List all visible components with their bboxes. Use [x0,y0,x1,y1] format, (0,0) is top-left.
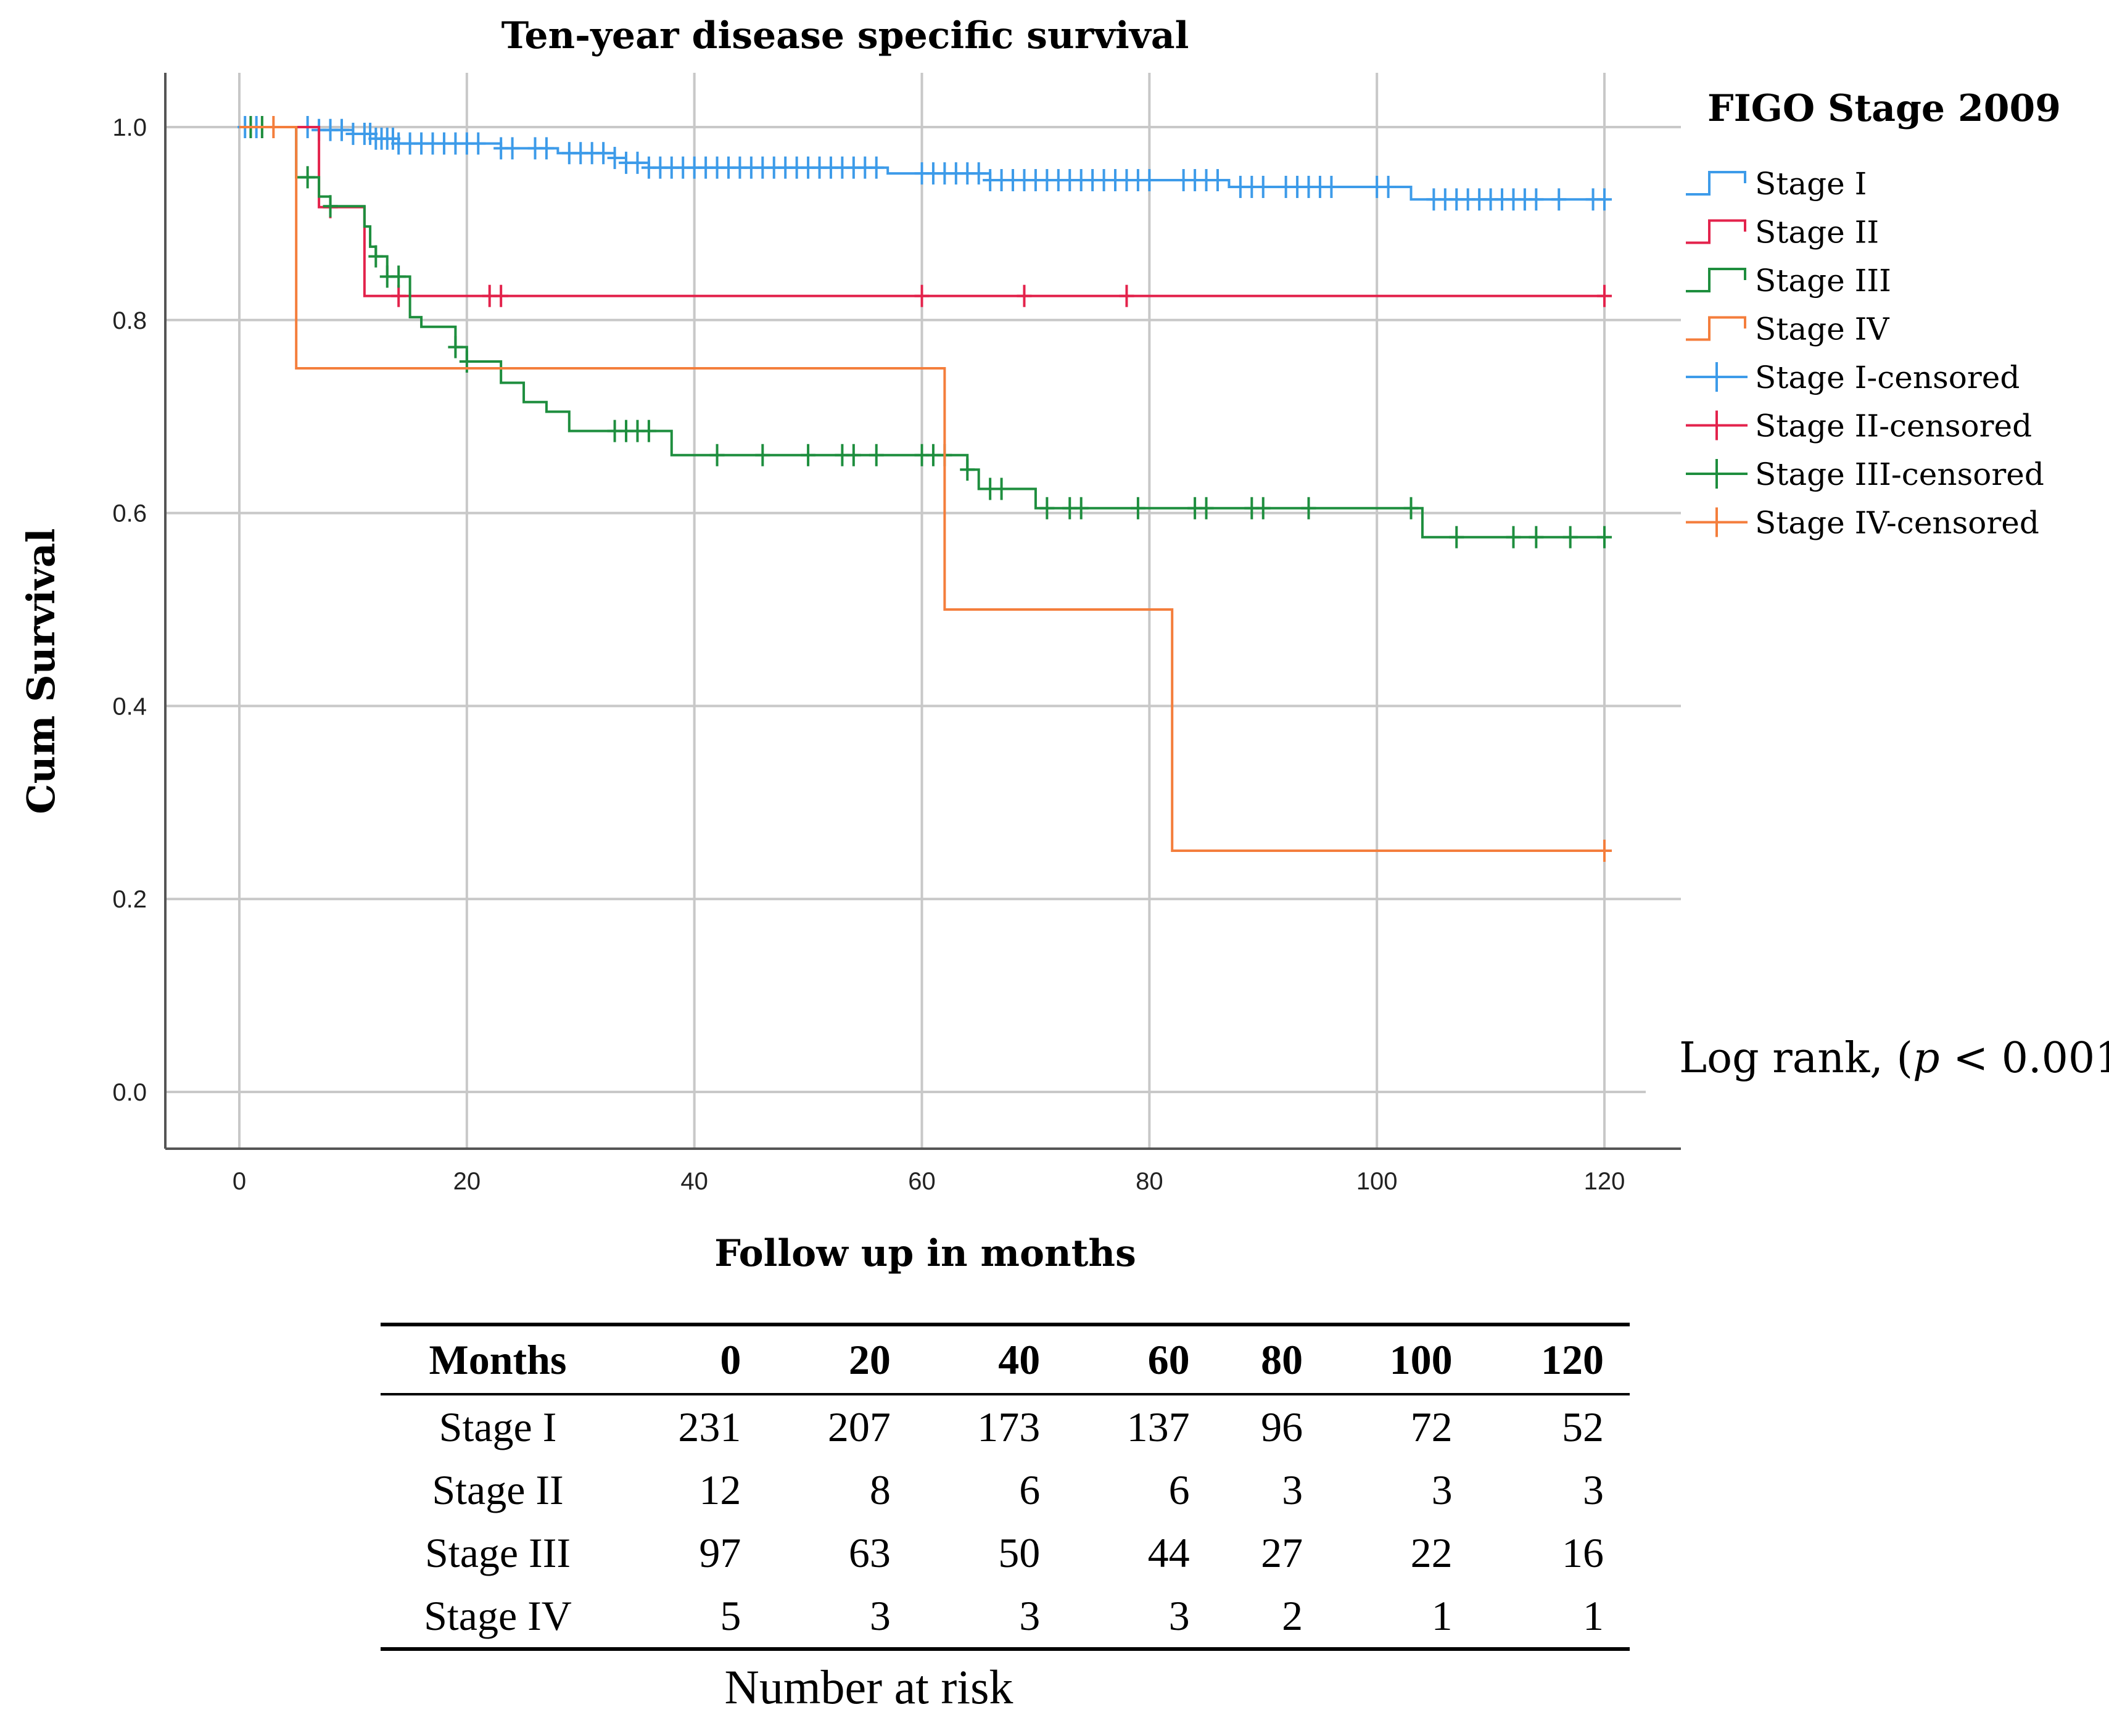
table-cell: 3 [1583,1466,1604,1513]
risk-table-container: Months 0 20 40 60 80 100 120 Stage I 231… [381,1323,1630,1651]
legend-item-label: Stage I-censored [1755,360,2020,395]
table-row: Stage I 231 207 173 137 96 72 52 [381,1394,1630,1458]
table-cell: 12 [699,1466,741,1513]
risk-table: Months 0 20 40 60 80 100 120 Stage I 231… [381,1323,1630,1651]
legend-swatch [1686,171,1746,196]
legend-item-label: Stage IV-censored [1755,505,2039,541]
table-cell: 63 [848,1529,891,1576]
table-row: Stage III 97 63 50 44 27 22 16 [381,1521,1630,1584]
table-cell: 231 [678,1403,741,1450]
ticks-layer: 0 20 40 60 80 100 120 0.0 0.2 0.4 0.6 0.8 1.0 [112,114,1625,1195]
legend-item-label: Stage IV [1755,312,1889,347]
x-tick-label: 20 [453,1168,481,1195]
table-cell: 16 [1562,1529,1604,1576]
table-cell: 3 [1431,1466,1453,1513]
y-tick-label: 0.2 [112,886,147,913]
y-tick-label: 1.0 [112,114,147,141]
log-rank-annotation: Log rank, (p < 0.001) [1679,1034,2109,1083]
legend-item-label: Stage III-censored [1755,457,2044,492]
series-line [239,126,1604,852]
table-cell: Stage I [439,1403,557,1450]
table-cell: 3 [1019,1592,1041,1639]
x-tick-label: 80 [1136,1168,1163,1195]
table-cell: 97 [699,1529,741,1576]
table-cell: 22 [1410,1529,1453,1576]
x-tick-label: 100 [1356,1168,1398,1195]
legend-item-label: Stage I [1755,166,1867,202]
y-axis-label: Cum Survival [19,528,64,814]
table-cell: 6 [1019,1466,1041,1513]
table-cell: Stage IV [424,1592,572,1639]
table-cell: 27 [1261,1529,1303,1576]
risk-table-header-cell: 100 [1389,1336,1453,1383]
table-cell: 72 [1410,1403,1453,1450]
legend: Stage I Stage II Stage III Stage IV Stage I-… [1686,166,2044,541]
chart-title: Ten-year disease specific survival [501,14,1189,57]
table-cell: 1 [1583,1592,1604,1639]
table-cell: 3 [869,1592,891,1639]
table-cell: 137 [1126,1403,1190,1450]
y-tick-label: 0.0 [112,1079,147,1106]
grid-layer [165,73,1681,1149]
table-cell: 2 [1282,1592,1303,1639]
y-tick-label: 0.6 [112,500,147,527]
risk-table-header-cell: 80 [1261,1336,1303,1383]
table-cell: 1 [1431,1592,1453,1639]
table-cell: Stage II [432,1466,564,1513]
x-tick-label: 40 [680,1168,708,1195]
risk-table-header-cell: 60 [1147,1336,1190,1383]
risk-table-header-cell: 20 [848,1336,891,1383]
axes-layer [164,73,1681,1150]
x-tick-label: 120 [1584,1168,1625,1195]
x-tick-label: 0 [233,1168,246,1195]
legend-item-label: Stage II-censored [1755,408,2032,444]
table-cell: 52 [1562,1403,1604,1450]
series-layer [237,116,1612,862]
table-cell: 3 [1282,1466,1303,1513]
table-cell: 3 [1168,1592,1190,1639]
risk-table-caption: Number at risk [724,1660,1013,1714]
table-cell: 44 [1147,1529,1190,1576]
table-cell: Stage III [424,1529,571,1576]
table-row: Stage II 12 8 6 6 3 3 3 [381,1458,1630,1521]
table-cell: 6 [1168,1466,1190,1513]
table-cell: 50 [998,1529,1041,1576]
x-axis-label: Follow up in months [714,1232,1136,1275]
x-tick-label: 60 [908,1168,936,1195]
legend-swatch [1686,268,1746,292]
legend-item-label: Stage II [1755,215,1879,250]
table-cell: 173 [977,1403,1041,1450]
table-cell: 8 [869,1466,891,1513]
risk-table-header-cell: 40 [998,1336,1041,1383]
table-cell: 96 [1261,1403,1303,1450]
table-cell: 5 [720,1592,741,1639]
risk-table-header-cell: Months [429,1336,567,1383]
risk-table-header-cell: 120 [1541,1336,1604,1383]
y-tick-label: 0.4 [112,693,147,720]
legend-swatch [1686,219,1746,244]
legend-item-label: Stage III [1755,263,1891,299]
risk-table-header-cell: 0 [720,1336,741,1383]
risk-table-header-row: Months 0 20 40 60 80 100 120 [381,1325,1630,1394]
table-row: Stage IV 5 3 3 3 2 1 1 [381,1584,1630,1649]
legend-title: FIGO Stage 2009 [1707,87,2061,130]
table-cell: 207 [827,1403,891,1450]
legend-swatch [1686,316,1746,341]
y-tick-label: 0.8 [112,307,147,334]
